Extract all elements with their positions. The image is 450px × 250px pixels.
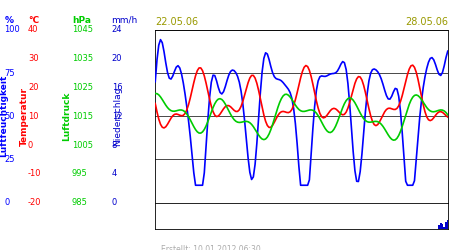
Text: 20: 20 xyxy=(28,83,38,92)
Text: 1005: 1005 xyxy=(72,140,93,149)
Text: mm/h: mm/h xyxy=(112,16,138,25)
Text: Erstellt: 10.01.2012 06:30: Erstellt: 10.01.2012 06:30 xyxy=(161,244,261,250)
Text: Luftdruck: Luftdruck xyxy=(62,92,71,141)
Text: 20: 20 xyxy=(112,54,122,63)
Text: 75: 75 xyxy=(4,68,15,78)
Text: °C: °C xyxy=(28,16,39,25)
Text: Temperatur: Temperatur xyxy=(20,87,29,146)
Text: Luftfeuchtigkeit: Luftfeuchtigkeit xyxy=(0,75,8,158)
Text: 1045: 1045 xyxy=(72,26,93,35)
Bar xyxy=(445,222,447,229)
Text: %: % xyxy=(4,16,13,25)
Bar xyxy=(438,226,440,229)
Text: 4: 4 xyxy=(112,169,117,178)
Text: 0: 0 xyxy=(28,140,33,149)
Text: 10: 10 xyxy=(28,112,38,121)
Text: 985: 985 xyxy=(72,198,88,207)
Text: Niederschlag: Niederschlag xyxy=(113,86,122,146)
Text: 28.05.06: 28.05.06 xyxy=(405,16,448,26)
Text: 16: 16 xyxy=(112,83,122,92)
Text: 1015: 1015 xyxy=(72,112,93,121)
Text: 40: 40 xyxy=(28,26,38,35)
Bar xyxy=(440,223,441,229)
Bar xyxy=(443,226,445,229)
Text: 1035: 1035 xyxy=(72,54,93,63)
Text: 100: 100 xyxy=(4,26,20,35)
Text: 22.05.06: 22.05.06 xyxy=(155,16,198,26)
Bar xyxy=(447,220,449,229)
Text: -10: -10 xyxy=(28,169,41,178)
Text: hPa: hPa xyxy=(72,16,91,25)
Text: 995: 995 xyxy=(72,169,88,178)
Text: -20: -20 xyxy=(28,198,41,207)
Text: 0: 0 xyxy=(112,198,117,207)
Text: 0: 0 xyxy=(4,198,10,207)
Text: 1025: 1025 xyxy=(72,83,93,92)
Bar xyxy=(441,224,443,229)
Text: 50: 50 xyxy=(4,112,15,121)
Text: 30: 30 xyxy=(28,54,39,63)
Text: 12: 12 xyxy=(112,112,122,121)
Text: 8: 8 xyxy=(112,140,117,149)
Text: 25: 25 xyxy=(4,155,15,164)
Text: 24: 24 xyxy=(112,26,122,35)
